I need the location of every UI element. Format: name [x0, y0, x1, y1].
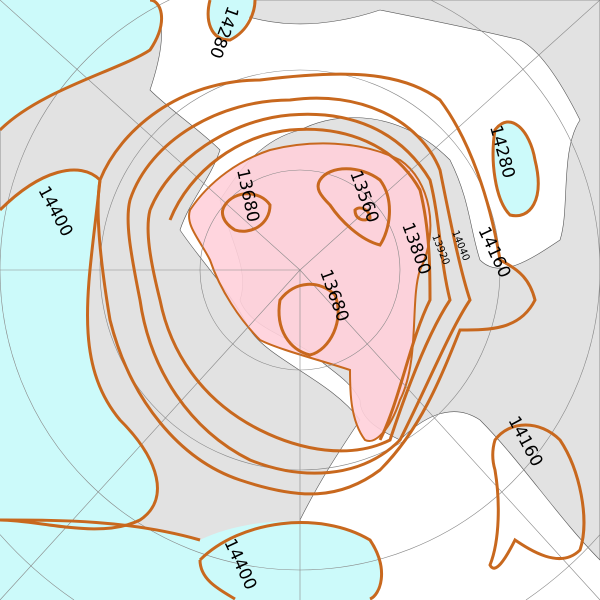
high-regions [0, 0, 539, 600]
contour-lines [0, 0, 586, 600]
